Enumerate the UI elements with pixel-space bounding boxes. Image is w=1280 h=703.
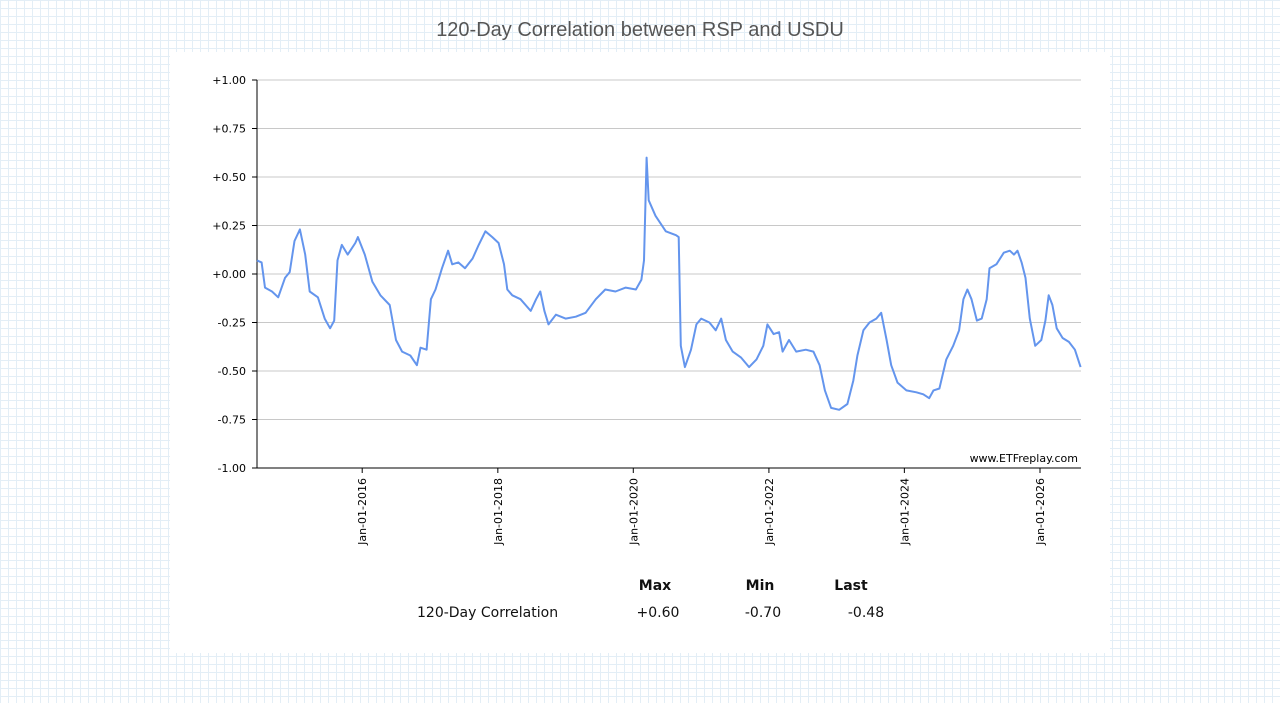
x-tick-label: Jan-01-2024 [898, 478, 911, 546]
x-tick-label: Jan-01-2018 [492, 478, 505, 546]
x-tick-label: Jan-01-2020 [627, 478, 640, 546]
stat-value: +0.60 [636, 605, 680, 621]
chart-panel [170, 52, 1110, 653]
y-tick-label: +0.50 [212, 171, 246, 184]
stat-value: -0.70 [744, 605, 782, 621]
stat-value: -0.48 [847, 605, 885, 621]
stat-header: Min [745, 578, 775, 594]
stat-header: Max [638, 578, 672, 594]
y-tick-label: -0.75 [218, 414, 246, 427]
line-series [256, 156, 1082, 411]
y-tick-label: -0.50 [218, 365, 246, 378]
stat-row-label: 120-Day Correlation [417, 605, 559, 621]
y-tick-label: -0.25 [218, 317, 246, 330]
chart-title: 120-Day Correlation between RSP and USDU [436, 19, 844, 41]
watermark: www.ETFreplay.com [970, 452, 1078, 465]
y-tick-label: +0.00 [212, 268, 246, 281]
x-tick-label: Jan-01-2026 [1034, 478, 1047, 546]
stat-header: Last [834, 578, 868, 594]
y-tick-label: +0.75 [212, 123, 246, 136]
x-tick-label: Jan-01-2016 [356, 478, 369, 546]
y-tick-label: +1.00 [212, 74, 246, 87]
y-tick-label: +0.25 [212, 220, 246, 233]
y-tick-label: -1.00 [218, 462, 246, 475]
x-tick-label: Jan-01-2022 [763, 478, 776, 546]
